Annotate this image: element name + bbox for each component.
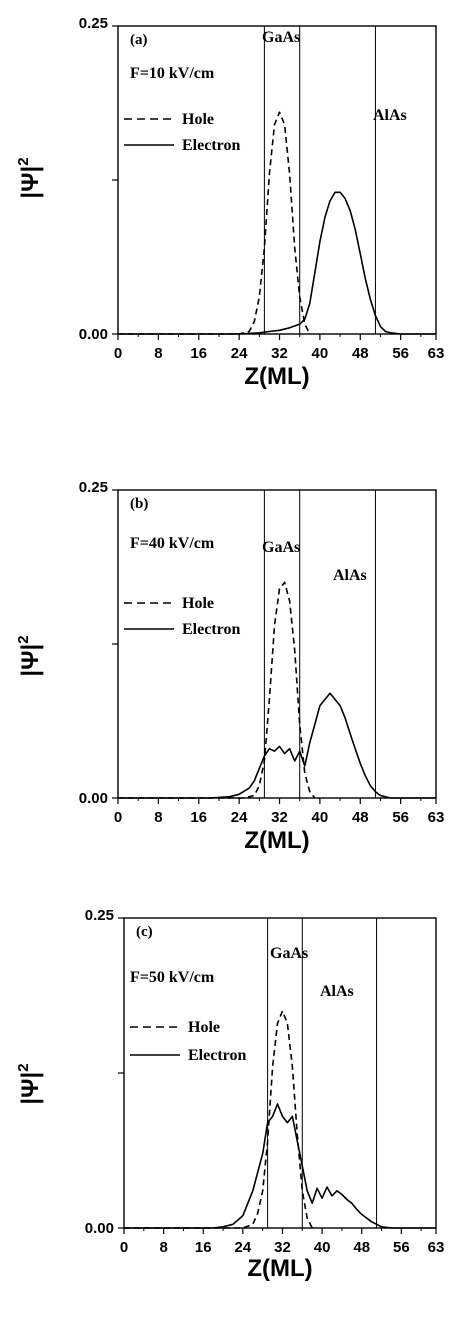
legend-label-electron: Electron xyxy=(188,1047,246,1064)
panel-label: (c) xyxy=(136,924,153,940)
legend-label-electron: Electron xyxy=(182,621,240,638)
y-tick-label: 0.00 xyxy=(79,326,108,343)
series-line-electron xyxy=(124,1103,436,1229)
panel-label: (b) xyxy=(130,496,148,512)
y-tick-label: 0.25 xyxy=(79,15,108,32)
x-tick-label: 32 xyxy=(271,345,288,362)
y-tick-label: 0.00 xyxy=(79,790,108,807)
panel-label: (a) xyxy=(130,32,148,48)
legend-label-hole: Hole xyxy=(188,1019,220,1036)
region-label-alas: AlAs xyxy=(373,107,407,124)
x-tick-label: 16 xyxy=(190,345,207,362)
series-line-hole xyxy=(124,1010,313,1229)
x-tick-label: 48 xyxy=(353,1239,370,1256)
field-strength-label: F=40 kV/cm xyxy=(130,535,215,552)
y-axis-title: |Ψ|2 xyxy=(15,1063,44,1104)
x-tick-label: 32 xyxy=(274,1239,291,1256)
x-tick-label: 16 xyxy=(190,809,207,826)
x-tick-label: 16 xyxy=(195,1239,212,1256)
chart-panel-a: 0 8 16 24 32 40 48 56 63 0.00 0.25 Z(ML) |Ψ|2 (a) F=10… xyxy=(15,15,444,390)
field-strength-label: F=50 kV/cm xyxy=(130,969,215,986)
series-line-hole xyxy=(118,581,316,799)
x-tick-label: 8 xyxy=(159,1239,167,1256)
y-tick-label: 0.25 xyxy=(85,907,114,924)
region-label-gaas: GaAs xyxy=(262,29,300,46)
x-axis-title: Z(ML) xyxy=(244,827,309,854)
chart-panel-b: 0 8 16 24 32 40 48 56 63 0.00 0.25 Z(ML) |Ψ|2 (b) F=40… xyxy=(15,479,444,854)
legend-label-electron: Electron xyxy=(182,137,240,154)
legend-label-hole: Hole xyxy=(182,111,214,128)
series-line-electron xyxy=(118,191,436,335)
region-label-alas: AlAs xyxy=(320,983,354,1000)
x-tick-label: 8 xyxy=(154,809,162,826)
x-tick-label: 0 xyxy=(114,345,122,362)
x-tick-label: 48 xyxy=(352,809,369,826)
x-tick-label: 56 xyxy=(392,345,409,362)
x-tick-label: 24 xyxy=(231,345,248,362)
region-label-alas: AlAs xyxy=(333,567,367,584)
x-tick-label: 0 xyxy=(120,1239,128,1256)
region-label-gaas: GaAs xyxy=(262,539,300,556)
plot-frame xyxy=(123,917,437,1229)
x-tick-label: 8 xyxy=(154,345,162,362)
x-tick-label: 24 xyxy=(231,809,248,826)
series-line-hole xyxy=(118,111,311,335)
x-tick-label: 24 xyxy=(235,1239,252,1256)
y-tick-label: 0.25 xyxy=(79,479,108,496)
y-axis-title: |Ψ|2 xyxy=(15,157,44,198)
region-label-gaas: GaAs xyxy=(270,945,308,962)
x-tick-label: 63 xyxy=(428,809,445,826)
x-axis-title: Z(ML) xyxy=(247,1255,312,1282)
y-axis-title: |Ψ|2 xyxy=(15,635,44,676)
field-strength-label: F=10 kV/cm xyxy=(130,65,215,82)
x-tick-label: 40 xyxy=(312,809,329,826)
x-tick-label: 63 xyxy=(428,345,445,362)
x-tick-label: 32 xyxy=(271,809,288,826)
x-tick-label: 63 xyxy=(428,1239,445,1256)
y-tick-label: 0.00 xyxy=(85,1220,114,1237)
x-tick-label: 48 xyxy=(352,345,369,362)
chart-panel-c: 0 8 16 24 32 40 48 56 63 0.00 0.25 Z(ML) |Ψ|2 (c) F=50… xyxy=(15,907,444,1282)
x-tick-label: 0 xyxy=(114,809,122,826)
x-tick-label: 40 xyxy=(314,1239,331,1256)
x-axis-title: Z(ML) xyxy=(244,363,309,390)
x-tick-label: 56 xyxy=(392,809,409,826)
x-tick-label: 56 xyxy=(393,1239,410,1256)
x-tick-label: 40 xyxy=(312,345,329,362)
series-line-electron xyxy=(118,692,436,799)
legend-label-hole: Hole xyxy=(182,595,214,612)
